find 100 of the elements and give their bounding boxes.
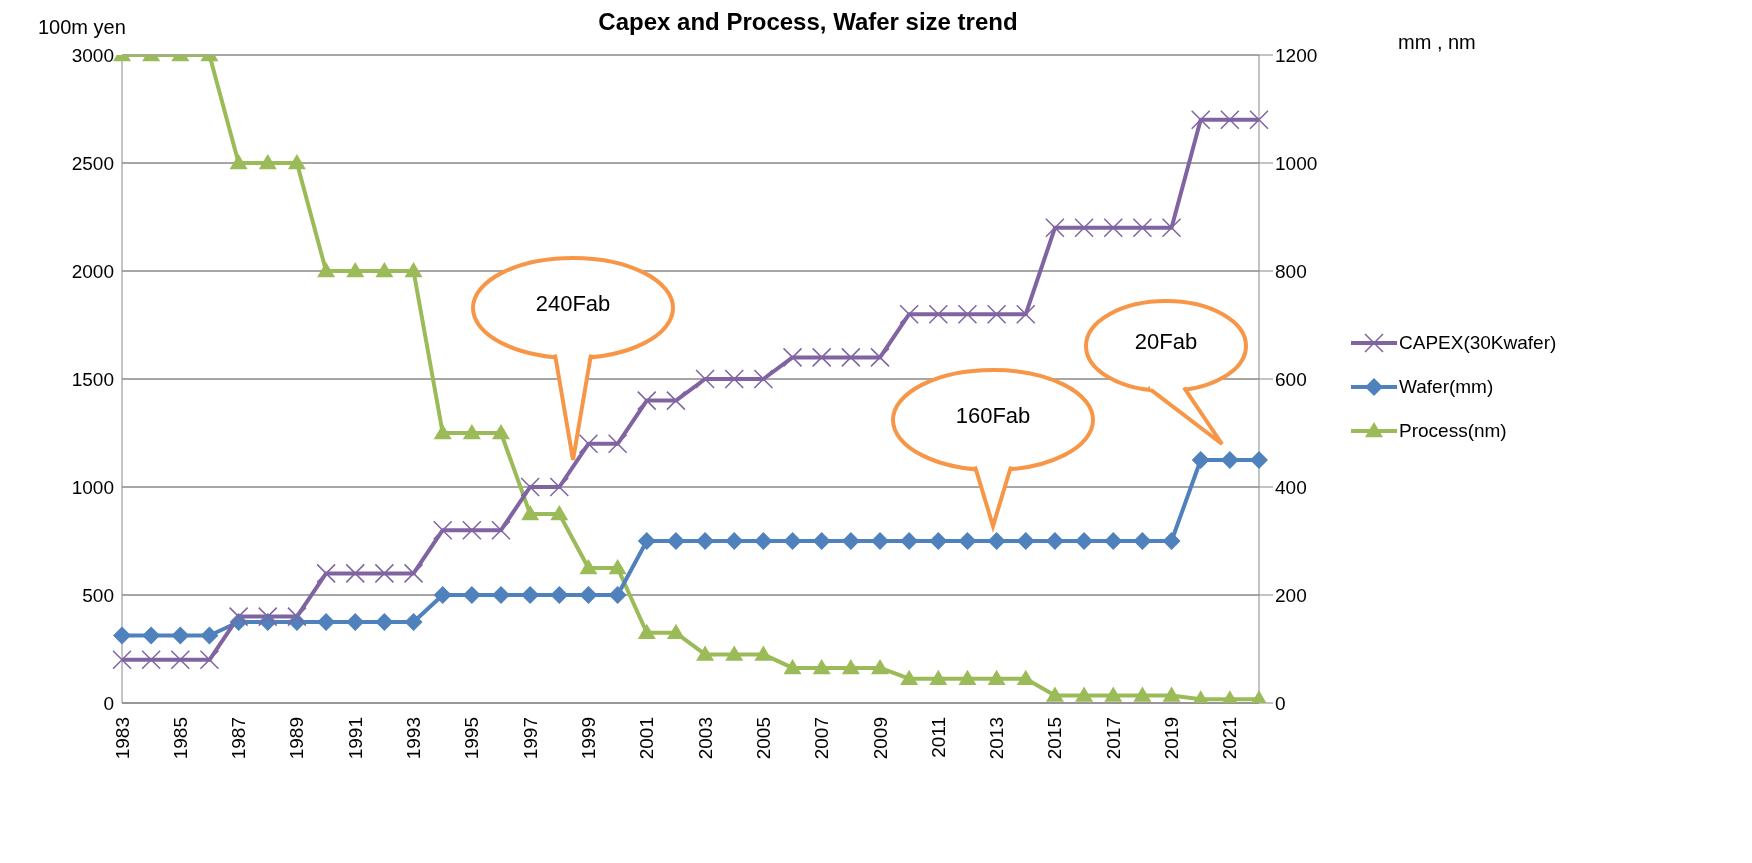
point — [871, 658, 889, 675]
point — [1161, 218, 1182, 238]
point — [579, 586, 598, 604]
x-tick-label: 1997 — [519, 717, 541, 760]
x-tick-label: 1987 — [228, 717, 250, 760]
point — [783, 658, 802, 675]
y-tick-label: 2000 — [71, 260, 114, 282]
point — [578, 434, 599, 454]
legend-label: Wafer(mm) — [1399, 376, 1494, 398]
point — [811, 347, 832, 368]
point — [228, 606, 249, 627]
x-tick-label: 2011 — [927, 717, 949, 758]
point — [754, 645, 773, 661]
legend-label: Process(nm) — [1399, 420, 1507, 442]
y-tick-label: 2500 — [71, 152, 114, 174]
point — [754, 532, 773, 550]
x-tick-label: 2007 — [811, 717, 833, 760]
point — [899, 304, 919, 324]
point — [812, 658, 831, 675]
point — [1075, 686, 1094, 702]
y-axis-title: 100m yen — [38, 16, 126, 39]
x-tick-label: 2019 — [1161, 717, 1183, 760]
point — [112, 650, 132, 670]
x-tick-label: 1983 — [111, 717, 133, 760]
point — [929, 669, 948, 685]
speech-balloon: 20Fab — [1084, 299, 1248, 446]
point — [841, 347, 861, 368]
y-tick-label: 3000 — [71, 44, 114, 66]
point — [375, 613, 394, 631]
x-tick-label: 2009 — [869, 717, 891, 760]
point — [403, 563, 424, 584]
x-tick-label: 1985 — [169, 717, 191, 760]
point — [724, 369, 744, 389]
point — [432, 520, 453, 540]
annotation: 240Fab — [535, 290, 611, 316]
point — [725, 645, 744, 661]
point — [579, 559, 598, 575]
point — [666, 390, 686, 411]
point — [958, 532, 977, 550]
point — [1220, 110, 1240, 130]
point — [170, 650, 191, 670]
x-tick-label: 2013 — [986, 717, 1008, 760]
point — [637, 623, 656, 640]
x-tick-label: 1995 — [461, 717, 483, 760]
x-tick-label: 1991 — [344, 717, 366, 760]
point — [783, 532, 802, 550]
y2-tick-label: 1000 — [1275, 152, 1318, 174]
y-tick-label: 0 — [103, 692, 114, 714]
point — [987, 669, 1006, 685]
point — [1103, 218, 1123, 238]
point — [870, 347, 890, 368]
point — [316, 563, 336, 584]
point — [549, 477, 570, 497]
point — [345, 563, 365, 584]
point — [1074, 218, 1094, 238]
point — [1162, 532, 1181, 550]
y2-tick-label: 0 — [1275, 692, 1286, 714]
point — [462, 424, 481, 440]
point — [492, 586, 510, 604]
x-tick-label: 2005 — [752, 717, 774, 760]
point — [695, 369, 715, 389]
annotation: 160Fab — [955, 402, 1031, 428]
point — [928, 304, 949, 324]
point — [199, 650, 220, 670]
point — [1133, 532, 1152, 550]
point — [841, 658, 860, 675]
chart-title: Capex and Process, Wafer size trend — [597, 8, 1019, 36]
point — [550, 505, 569, 521]
y2-tick-label: 800 — [1275, 260, 1307, 282]
point — [637, 532, 656, 550]
point — [1045, 218, 1065, 238]
point — [520, 477, 540, 497]
point — [986, 304, 1007, 324]
x-tick-label: 2017 — [1102, 717, 1124, 760]
point — [1162, 686, 1181, 702]
point — [374, 563, 395, 584]
point — [521, 505, 540, 521]
point — [287, 606, 307, 627]
speech-balloon: 160Fab — [891, 368, 1095, 533]
point — [1190, 110, 1211, 130]
point — [696, 645, 715, 661]
point — [433, 424, 452, 440]
x-tick-label: 1999 — [577, 717, 599, 760]
point — [258, 606, 278, 627]
point — [1132, 218, 1153, 238]
x-tick-label: 1989 — [286, 717, 308, 760]
point — [491, 520, 511, 540]
point — [1045, 686, 1064, 702]
point — [1016, 669, 1035, 685]
point — [1104, 686, 1123, 702]
y-tick-label: 1500 — [71, 368, 114, 390]
point — [753, 369, 774, 389]
point — [171, 626, 190, 645]
point — [812, 532, 831, 550]
point — [142, 626, 161, 645]
y2-tick-label: 600 — [1275, 368, 1307, 390]
point — [200, 626, 219, 645]
point — [1250, 451, 1268, 469]
point — [607, 434, 628, 454]
point — [404, 613, 423, 631]
